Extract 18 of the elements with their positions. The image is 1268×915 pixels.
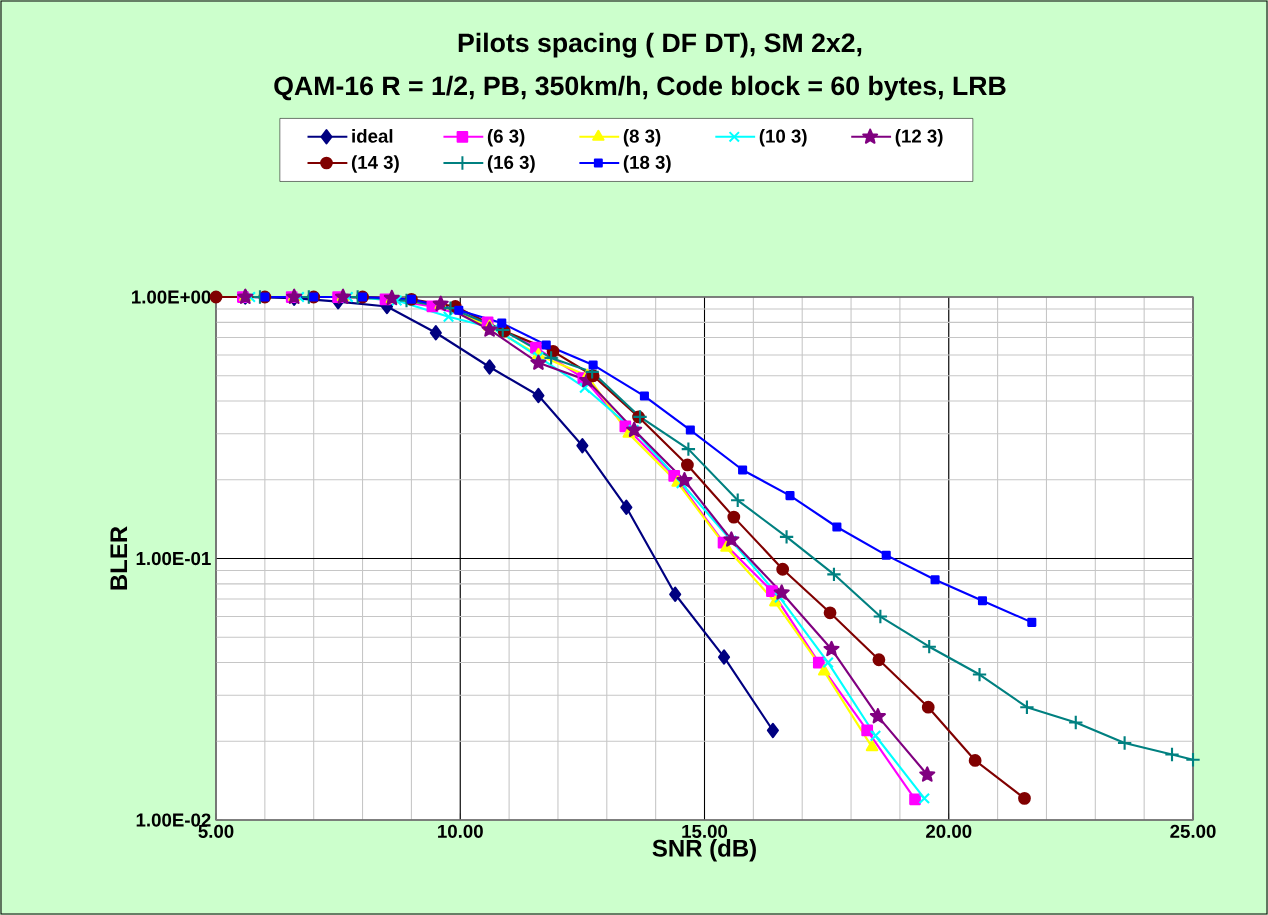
legend-label: (10 3) [759, 129, 807, 147]
legend-label: (12 3) [895, 129, 943, 147]
y-tick-label: 1.00E+00 [132, 290, 211, 304]
legend-label: ideal [352, 129, 393, 143]
x-tick-label: 10.00 [438, 824, 483, 838]
legend-label: (18 3) [623, 155, 671, 173]
legend-label: (8 3) [623, 129, 661, 147]
y-tick-label: 1.00E-01 [136, 551, 211, 566]
y-axis-title: BLER [110, 526, 128, 590]
x-tick-label: 15.00 [682, 824, 728, 838]
x-tick-label: 20.00 [926, 824, 972, 838]
x-axis-title: SNR (dB) [652, 839, 756, 862]
chart-subtitle: QAM-16 R = 1/2, PB, 350km/h, Code block = 60 bytes, LRB [274, 75, 1006, 101]
x-tick-label: 25.00 [1170, 824, 1216, 838]
legend-label: (14 3) [351, 155, 399, 173]
legend-label: (16 3) [487, 155, 535, 173]
chart-title: Pilots spacing ( DF DT), SM 2x2, [458, 32, 862, 58]
legend-label: (6 3) [487, 129, 525, 147]
